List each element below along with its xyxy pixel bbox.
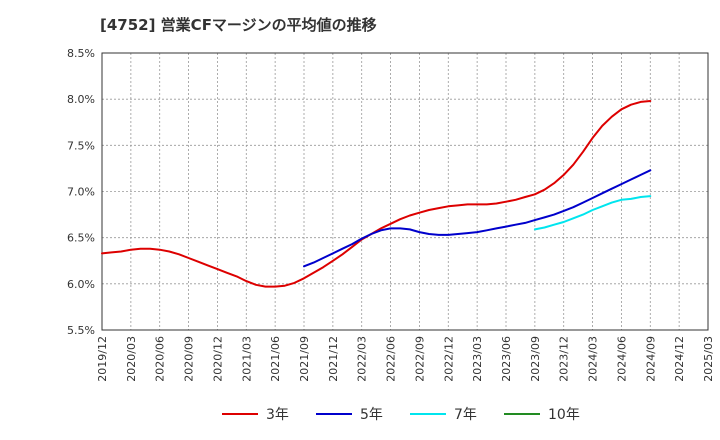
x-tick-label: 2021/03	[240, 336, 253, 382]
x-tick-label: 2022/03	[356, 336, 369, 382]
y-axis: 5.5% 6.0% 6.5% 7.0% 7.5% 8.0% 8.5%	[67, 47, 95, 337]
x-tick-label: 2020/06	[154, 336, 167, 382]
x-tick-label: 2024/06	[615, 336, 628, 382]
x-tick-label: 2021/09	[298, 336, 311, 382]
x-tick-label: 2022/12	[442, 336, 455, 382]
legend: 3年 5年 7年 10年	[222, 407, 580, 423]
x-tick-label: 2020/12	[211, 336, 224, 382]
series-line	[303, 169, 652, 268]
x-tick-label: 2020/09	[183, 336, 196, 382]
legend-item: 3年	[222, 407, 289, 423]
series-lines	[101, 100, 652, 288]
x-tick-label: 2020/03	[125, 336, 138, 382]
y-tick-label: 6.0%	[67, 278, 95, 291]
x-tick-label: 2023/03	[471, 336, 484, 382]
chart-title: [4752] 営業CFマージンの平均値の推移	[100, 16, 377, 34]
series-line	[101, 100, 652, 288]
x-tick-label: 2024/03	[587, 336, 600, 382]
grid	[101, 52, 709, 331]
x-tick-label: 2023/09	[529, 336, 542, 382]
legend-item: 7年	[410, 407, 477, 423]
x-tick-label: 2025/03	[702, 336, 715, 382]
y-tick-label: 6.5%	[67, 232, 95, 245]
legend-label: 5年	[360, 407, 383, 423]
legend-item: 10年	[504, 407, 580, 423]
x-tick-label: 2024/09	[644, 336, 657, 382]
y-tick-label: 8.5%	[67, 47, 95, 60]
x-tick-label: 2021/06	[269, 336, 282, 382]
x-axis: 2019/12 2020/03 2020/06 2020/09 2020/12 2021/…	[96, 336, 715, 382]
y-tick-label: 7.0%	[67, 186, 95, 199]
y-tick-label: 7.5%	[67, 139, 95, 152]
series-line	[533, 195, 652, 231]
x-tick-label: 2022/06	[385, 336, 398, 382]
y-tick-label: 5.5%	[67, 324, 95, 337]
x-tick-label: 2024/12	[673, 336, 686, 382]
x-tick-label: 2021/12	[327, 336, 340, 382]
x-tick-label: 2023/06	[500, 336, 513, 382]
plot-frame	[101, 52, 709, 331]
legend-label: 10年	[548, 407, 580, 423]
legend-label: 7年	[454, 407, 477, 423]
x-tick-label: 2023/12	[558, 336, 571, 382]
x-tick-label: 2022/09	[413, 336, 426, 382]
legend-label: 3年	[266, 407, 289, 423]
legend-item: 5年	[316, 407, 383, 423]
y-tick-label: 8.0%	[67, 93, 95, 106]
x-tick-label: 2019/12	[96, 336, 109, 382]
